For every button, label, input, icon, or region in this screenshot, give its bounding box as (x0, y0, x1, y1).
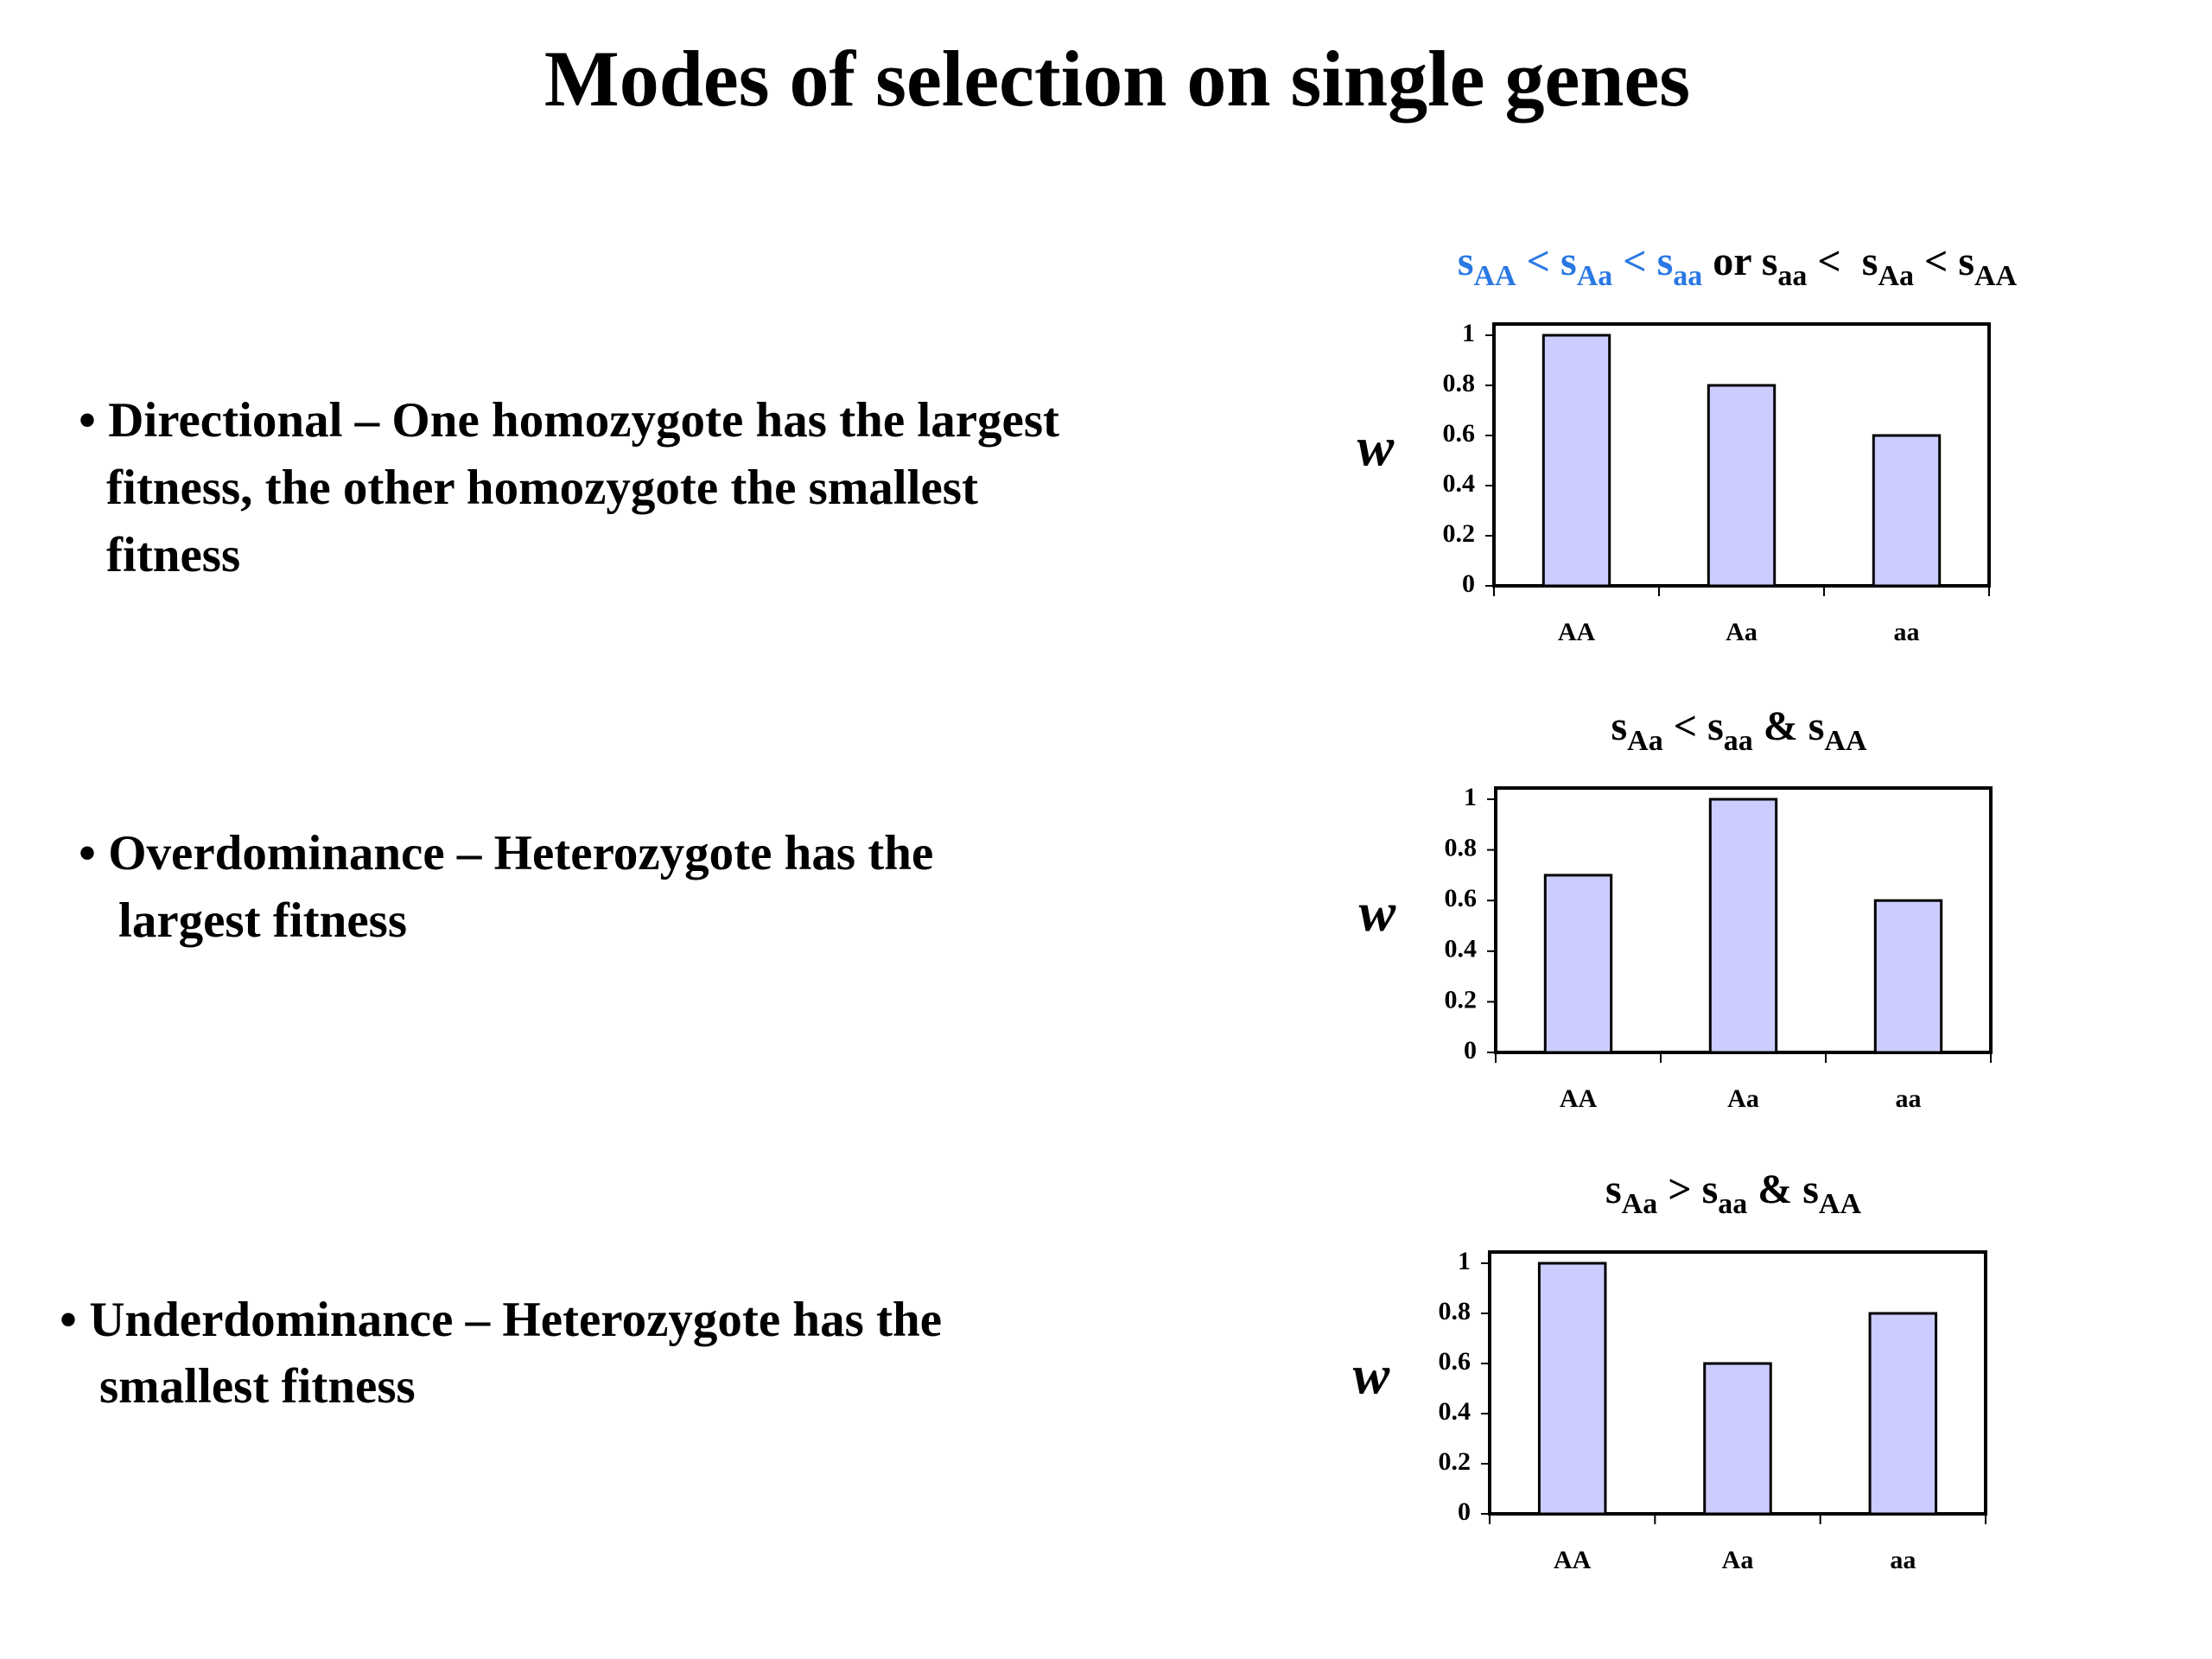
y-tick-label: 1 (1462, 319, 1475, 347)
title-text: s (1605, 1166, 1622, 1212)
x-tick-label: AA (1558, 618, 1596, 646)
bar (1872, 434, 1942, 588)
y-axis-label: w (1359, 881, 1396, 943)
bar (1541, 334, 1611, 588)
title-subscript: Aa (1577, 260, 1613, 292)
y-tick-label: 0.6 (1439, 1347, 1471, 1376)
bullet-text: • Overdominance – Heterozygote has the (79, 826, 933, 880)
y-tick-label: 0.2 (1439, 1447, 1471, 1476)
x-tick-label: AA (1560, 1084, 1598, 1113)
y-tick-label: 0.2 (1445, 985, 1478, 1014)
title-subscript: AA (1474, 260, 1517, 292)
bar (1537, 1262, 1607, 1516)
bar (1873, 899, 1943, 1054)
chart-title: sAa < saa & sAA (1611, 703, 1867, 757)
y-tick-label: 0.6 (1445, 884, 1478, 912)
title-subscript: Aa (1878, 260, 1914, 292)
y-tick-label: 0.4 (1443, 469, 1476, 498)
bullet-text: • Underdominance – Heterozygote has the (60, 1293, 942, 1347)
x-tick-label: aa (1890, 1546, 1916, 1574)
x-tick-label: AA (1554, 1546, 1592, 1574)
title-text: & s (1753, 703, 1825, 749)
y-tick-label: 0 (1464, 1036, 1477, 1065)
bullet-text: • Directional – One homozygote has the l… (79, 393, 1059, 448)
x-tick-label: Aa (1726, 618, 1758, 646)
title-text: < s (1516, 238, 1577, 284)
title-subscript: AA (1974, 260, 2018, 292)
x-tick-label: aa (1896, 1084, 1922, 1113)
y-tick-label: 0.4 (1439, 1397, 1471, 1426)
x-tick-label: Aa (1722, 1546, 1754, 1574)
title-text: s (1611, 703, 1627, 749)
title-subscript: AA (1819, 1188, 1862, 1220)
chart-title: sAa > saa & sAA (1605, 1166, 1862, 1220)
bar (1703, 1362, 1772, 1516)
y-tick-label: 1 (1458, 1247, 1471, 1275)
y-tick-label: 0.2 (1443, 519, 1476, 548)
bullet-text: fitness (106, 528, 240, 582)
title-subscript: aa (1673, 260, 1702, 292)
title-subscript: Aa (1627, 725, 1663, 757)
y-tick-label: 0.4 (1445, 935, 1478, 963)
title-text: s (1458, 238, 1474, 284)
y-tick-label: 0.8 (1445, 833, 1478, 861)
title-text: < s (1807, 238, 1878, 284)
title-text: > s (1657, 1166, 1718, 1212)
x-tick-label: aa (1894, 618, 1920, 646)
x-tick-label: Aa (1727, 1084, 1759, 1113)
bar (1707, 384, 1777, 588)
bar (1868, 1312, 1938, 1516)
title-text: or s (1702, 238, 1777, 284)
title-text: < s (1663, 703, 1724, 749)
y-tick-label: 0.8 (1443, 369, 1476, 397)
y-tick-label: 0 (1458, 1497, 1471, 1526)
title-text: < s (1612, 238, 1673, 284)
title-subscript: AA (1824, 725, 1867, 757)
bar (1708, 798, 1778, 1054)
bullet-text: fitness, the other homozygote the smalle… (106, 461, 978, 515)
bullet-text: smallest fitness (99, 1359, 416, 1414)
title-subscript: aa (1718, 1188, 1747, 1220)
y-axis-label: w (1353, 1344, 1390, 1406)
y-tick-label: 1 (1464, 783, 1477, 811)
chart-title: sAA < sAa < saa or saa < sAa < sAA (1458, 238, 2018, 292)
title-subscript: Aa (1622, 1188, 1658, 1220)
slide-title: Modes of selection on single genes (544, 35, 1690, 123)
bullet-text: largest fitness (118, 893, 407, 948)
y-tick-label: 0 (1462, 569, 1475, 598)
y-tick-label: 0.6 (1443, 419, 1476, 448)
bar (1543, 874, 1613, 1054)
y-tick-label: 0.8 (1439, 1297, 1471, 1325)
title-text: & s (1747, 1166, 1819, 1212)
title-subscript: aa (1777, 260, 1807, 292)
y-axis-label: w (1357, 416, 1395, 478)
title-subscript: aa (1724, 725, 1753, 757)
title-text: < s (1914, 238, 1974, 284)
